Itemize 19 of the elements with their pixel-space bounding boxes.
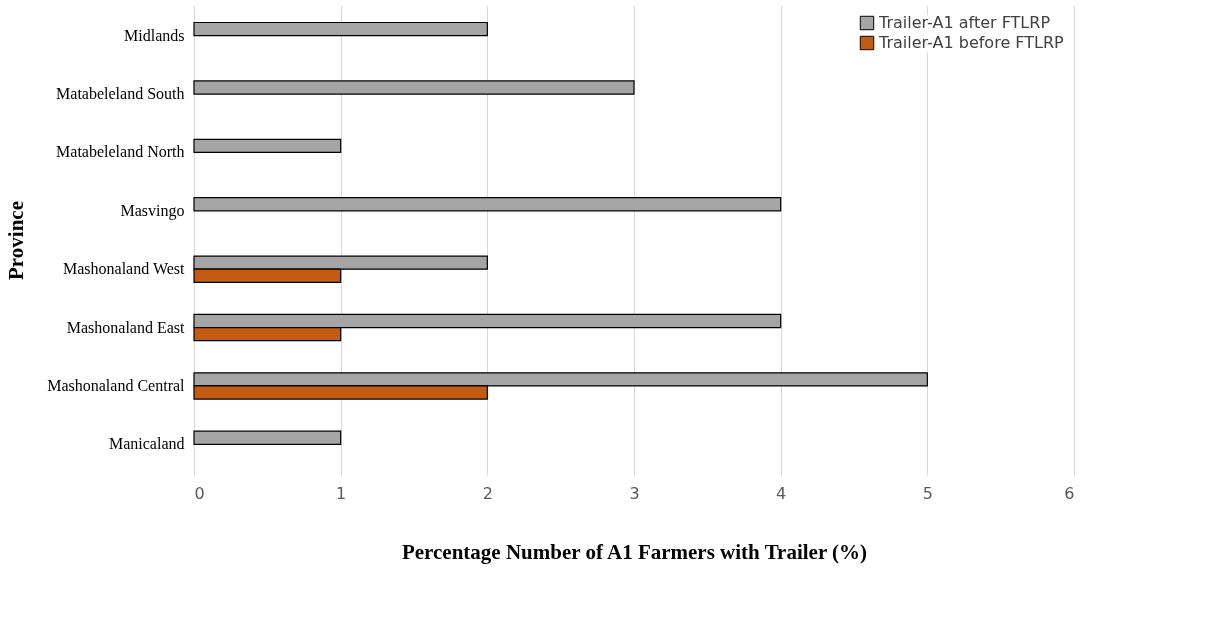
x-tick-label: 0 (194, 483, 205, 503)
x-tick-label: 5 (922, 483, 933, 503)
y-tick-label: Mashonaland East (66, 318, 186, 336)
x-tick-label: 4 (776, 483, 787, 503)
x-axis-title: Percentage Number of A1 Farmers with Trailer (%) (401, 539, 868, 564)
y-tick-label: Mashonaland West (62, 260, 186, 278)
y-tick-label: Mashonaland Central (47, 376, 186, 394)
x-tick-label: 2 (482, 483, 493, 503)
y-tick-label: Matabeleland South (56, 85, 185, 103)
y-axis-title: Province (4, 201, 29, 280)
x-tick-label: 1 (336, 483, 347, 503)
x-tick-label: 3 (629, 483, 640, 503)
legend-label: Trailer-A1 before FTLRP (878, 33, 1065, 52)
x-tick-label: 6 (1064, 483, 1075, 503)
y-tick-label: Masvingo (120, 201, 185, 220)
y-tick-label: Matabeleland North (56, 143, 185, 161)
y-tick-label: Midlands (124, 26, 185, 44)
legend-label: Trailer-A1 after FTLRP (878, 13, 1051, 32)
y-tick-label: Manicaland (108, 435, 185, 453)
